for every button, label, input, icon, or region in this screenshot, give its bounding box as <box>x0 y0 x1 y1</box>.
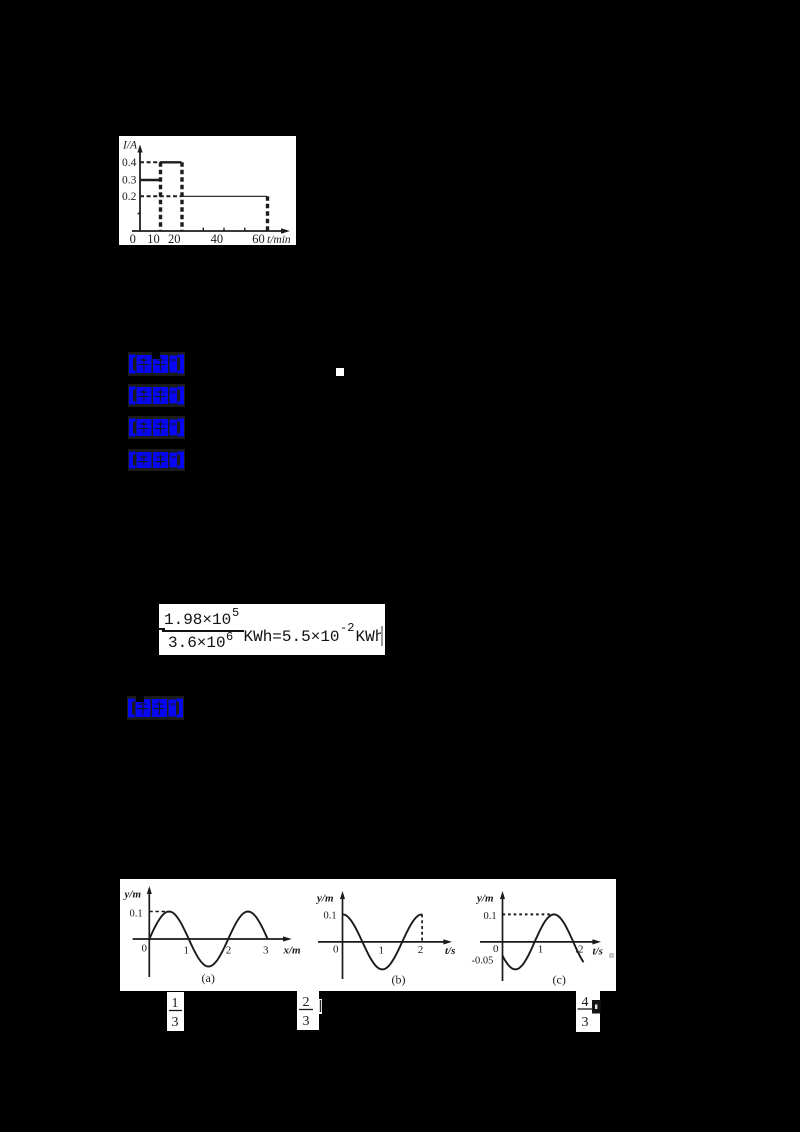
svg-text:40: 40 <box>211 232 224 245</box>
svg-text:2: 2 <box>418 944 424 956</box>
svg-text:t/min: t/min <box>267 234 291 245</box>
svg-text:2: 2 <box>226 945 232 957</box>
svg-text:0.1: 0.1 <box>324 911 337 922</box>
svg-text:3: 3 <box>263 945 269 957</box>
svg-text:1: 1 <box>172 996 179 1011</box>
svg-text:3: 3 <box>172 1015 179 1030</box>
svg-text:0.1: 0.1 <box>130 909 143 920</box>
svg-text:(b): (b) <box>392 973 406 987</box>
svg-text:0.1: 0.1 <box>484 911 497 922</box>
svg-text:1: 1 <box>184 945 190 957</box>
svg-text:1: 1 <box>538 944 544 956</box>
svg-text:I/A: I/A <box>122 140 138 152</box>
svg-text:x/m: x/m <box>283 945 302 957</box>
svg-text:y/m: y/m <box>123 889 142 901</box>
svg-text:2: 2 <box>303 995 310 1010</box>
svg-text:t/s: t/s <box>593 946 603 958</box>
svg-text:1: 1 <box>379 945 385 957</box>
svg-text:t/s: t/s <box>445 945 455 957</box>
svg-text:y/m: y/m <box>315 893 334 905</box>
svg-text:y/m: y/m <box>475 893 494 905</box>
svg-text:0: 0 <box>493 943 499 955</box>
svg-text:20: 20 <box>168 232 181 245</box>
svg-text:3: 3 <box>303 1014 310 1029</box>
svg-text:4: 4 <box>582 995 589 1010</box>
svg-text:0: 0 <box>333 944 339 956</box>
svg-text:60: 60 <box>252 232 265 245</box>
svg-text:0: 0 <box>130 232 136 245</box>
svg-text:0: 0 <box>142 943 148 955</box>
svg-text:(a): (a) <box>202 971 215 985</box>
svg-text:10: 10 <box>147 232 160 245</box>
svg-text::2: :2 <box>575 944 584 956</box>
svg-text:0.4: 0.4 <box>122 157 137 169</box>
svg-text:0.2: 0.2 <box>122 191 137 203</box>
svg-text:(c): (c) <box>553 973 566 987</box>
svg-text:-0.05: -0.05 <box>472 956 494 967</box>
svg-text:0.3: 0.3 <box>122 175 137 187</box>
svg-text:3: 3 <box>582 1015 589 1030</box>
